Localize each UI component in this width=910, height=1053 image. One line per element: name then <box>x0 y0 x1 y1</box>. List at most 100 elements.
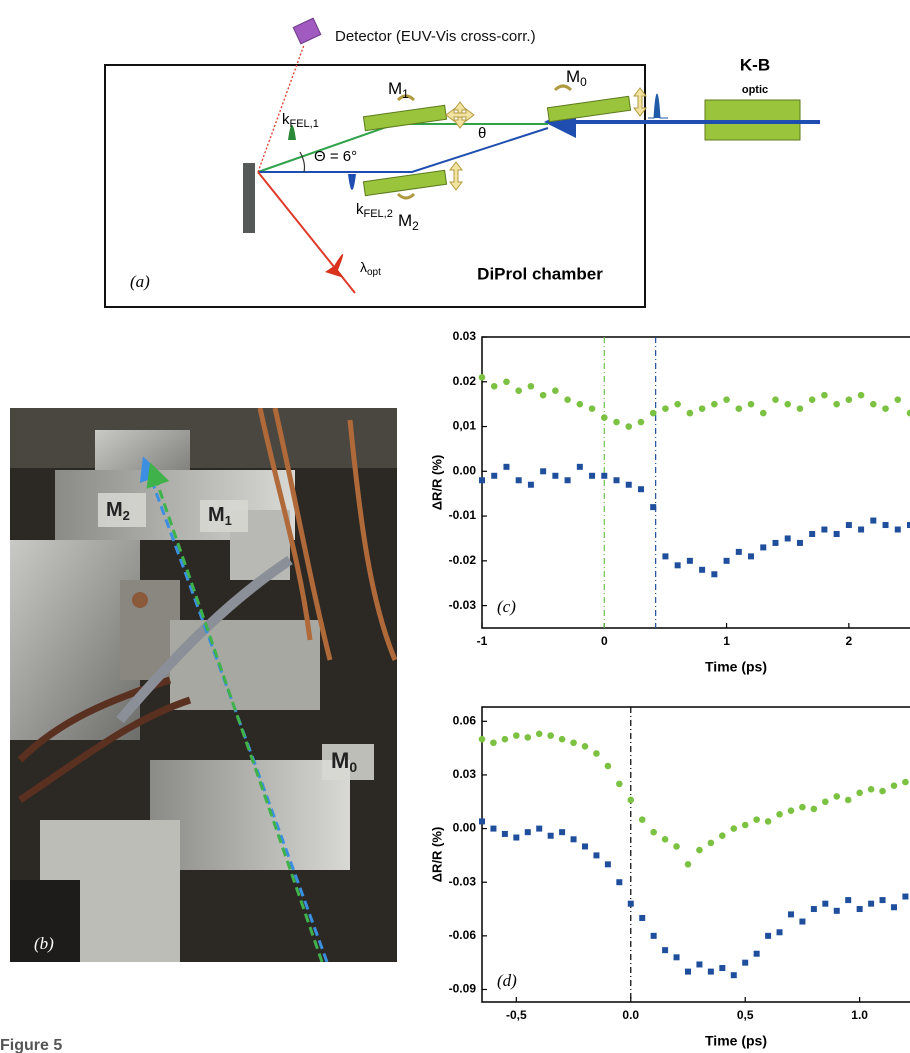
data-point <box>711 571 718 578</box>
data-point <box>822 900 829 907</box>
data-point <box>696 846 703 854</box>
label-box <box>200 500 248 532</box>
rot-m1 <box>396 94 416 102</box>
data-point <box>857 391 865 399</box>
beam-2 <box>258 127 549 173</box>
data-point <box>673 954 680 961</box>
data-point <box>513 732 520 739</box>
data-point <box>616 879 623 886</box>
data-point <box>627 900 634 907</box>
pulse-3 <box>325 253 344 278</box>
y-tick-label: -0.02 <box>449 553 477 567</box>
data-point <box>540 468 547 475</box>
data-point <box>844 796 852 804</box>
figure-caption: Figure 5 <box>0 1037 62 1053</box>
data-point <box>627 796 635 804</box>
data-point <box>501 830 508 837</box>
data-point <box>845 522 852 529</box>
data-point <box>524 829 531 836</box>
data-point <box>845 897 852 904</box>
data-point <box>613 418 620 426</box>
data-point <box>760 544 767 551</box>
data-point <box>902 778 909 786</box>
data-point <box>906 409 910 417</box>
data-point <box>707 968 714 975</box>
motion-arrows <box>445 87 647 191</box>
x-tick-label: 0 <box>601 634 608 648</box>
photo-shape <box>10 880 80 962</box>
beam-detector <box>257 44 305 173</box>
data-point <box>639 914 646 921</box>
rot-m2 <box>396 192 416 200</box>
data-point <box>576 400 584 408</box>
data-point <box>515 387 522 395</box>
data-point <box>684 861 692 868</box>
data-point <box>821 391 828 399</box>
photo-m2: M2 <box>106 499 130 523</box>
data-point <box>821 526 828 533</box>
m2-label: M2 <box>398 211 419 233</box>
data-point <box>674 562 681 569</box>
m1-label: M1 <box>388 79 409 101</box>
data-point <box>686 409 694 417</box>
data-point <box>879 787 886 795</box>
data-point <box>552 472 559 479</box>
data-point <box>637 486 644 493</box>
data-point <box>662 553 669 560</box>
data-point <box>882 405 889 412</box>
data-point <box>730 825 738 832</box>
beam-1 <box>257 123 548 173</box>
data-point <box>558 735 566 743</box>
mirror-m1 <box>362 104 448 132</box>
data-point <box>747 400 755 408</box>
y-tick-label: 0,01 <box>453 419 477 433</box>
angle-label: Θ = 6° <box>314 148 357 165</box>
y-tick-label: -0.03 <box>449 874 477 888</box>
data-point <box>772 539 779 546</box>
y-tick-label: 0.03 <box>453 767 477 781</box>
data-point <box>882 522 889 529</box>
optic-label: optic <box>742 84 768 96</box>
angle-arc <box>299 151 306 173</box>
data-point <box>890 904 897 911</box>
data-point <box>581 743 589 750</box>
data-point <box>637 418 645 426</box>
data-point <box>593 852 600 859</box>
data-point <box>661 836 669 843</box>
data-point <box>662 405 669 412</box>
data-point <box>719 832 726 840</box>
data-point <box>513 834 520 841</box>
data-point <box>649 409 657 417</box>
data-point <box>638 816 646 823</box>
data-point <box>479 818 485 825</box>
sample <box>243 163 255 233</box>
x-tick-label: -0,5 <box>506 1008 527 1022</box>
data-point <box>570 836 577 843</box>
y-tick-label: 0.06 <box>453 713 477 727</box>
data-point <box>589 472 596 479</box>
data-point <box>833 400 840 408</box>
data-point <box>601 472 608 479</box>
data-point <box>593 750 600 757</box>
data-point <box>600 414 608 421</box>
data-point <box>674 400 681 408</box>
photo-shape <box>10 540 140 740</box>
data-point <box>808 396 816 403</box>
data-point <box>711 400 718 408</box>
k1-label: kFEL,1 <box>282 111 319 130</box>
panel-a-label: (a) <box>130 272 150 291</box>
data-point <box>723 396 730 403</box>
data-point <box>491 472 498 479</box>
data-point <box>576 463 583 470</box>
data-point <box>707 839 715 847</box>
data-point <box>759 409 767 417</box>
data-point <box>527 382 535 390</box>
y-axis-label: ΔR/R (%) <box>429 827 444 883</box>
data-point <box>822 798 829 806</box>
data-point <box>894 396 902 403</box>
data-point <box>503 378 510 386</box>
data-point <box>490 739 497 747</box>
x-tick-label: 1.0 <box>851 1008 868 1022</box>
data-point <box>536 825 543 832</box>
data-point <box>719 965 726 972</box>
